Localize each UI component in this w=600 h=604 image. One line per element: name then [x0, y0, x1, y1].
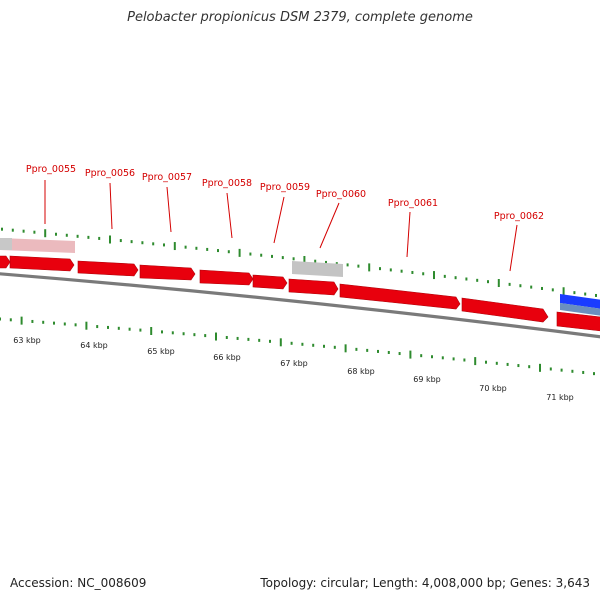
- gene-arrow-forward[interactable]: [556, 311, 600, 332]
- feature-grey-block: [292, 261, 343, 277]
- gene-label-leader: [109, 182, 113, 230]
- accession-text: Accession: NC_008609: [10, 576, 147, 590]
- gene-label[interactable]: Ppro_0055: [26, 164, 76, 175]
- gene-arrow-reverse[interactable]: [560, 303, 600, 317]
- genome-summary-text: Topology: circular; Length: 4,008,000 bp…: [260, 576, 590, 590]
- scale-label: 70 kbp: [479, 384, 507, 393]
- scale-label: 66 kbp: [213, 353, 241, 362]
- gene-label-leader: [406, 211, 411, 258]
- gene-label[interactable]: Ppro_0056: [85, 168, 135, 179]
- gene-label-leader: [273, 196, 285, 244]
- gene-label[interactable]: Ppro_0060: [316, 189, 366, 200]
- scale-label: 68 kbp: [347, 367, 375, 376]
- gene-label[interactable]: Ppro_0059: [260, 182, 310, 193]
- scale-label: 67 kbp: [280, 359, 308, 368]
- gene-label-leader: [509, 224, 518, 272]
- gene-label-leader: [226, 192, 233, 239]
- scale-label: 69 kbp: [413, 375, 441, 384]
- gene-label[interactable]: Ppro_0057: [142, 172, 192, 183]
- gene-arrow-forward[interactable]: [339, 283, 461, 310]
- genome-backbone: [0, 272, 600, 339]
- feature-pale-block: [0, 238, 75, 253]
- gene-arrow-forward[interactable]: [288, 278, 339, 296]
- scale-label: 65 kbp: [147, 347, 175, 356]
- gene-arrow-forward[interactable]: [461, 297, 549, 323]
- gene-label[interactable]: Ppro_0062: [494, 211, 544, 222]
- gene-label[interactable]: Ppro_0058: [202, 178, 252, 189]
- scale-label: 71 kbp: [546, 393, 574, 402]
- gene-arrow-forward[interactable]: [199, 269, 254, 286]
- gene-label[interactable]: Ppro_0061: [388, 198, 438, 209]
- gene-arrow-reverse[interactable]: [560, 294, 600, 310]
- gene-arrow-forward[interactable]: [139, 264, 196, 281]
- gene-label-leader: [319, 202, 340, 249]
- gene-arrow-forward[interactable]: [252, 274, 288, 290]
- feature-grey-block: [0, 238, 12, 250]
- scale-label: 64 kbp: [80, 341, 108, 350]
- gene-arrow-forward[interactable]: [0, 255, 11, 269]
- page-title: Pelobacter propionicus DSM 2379, complet…: [127, 10, 473, 25]
- gene-label-leader: [166, 186, 172, 233]
- gene-arrow-forward[interactable]: [77, 260, 139, 277]
- gene-arrow-forward[interactable]: [9, 255, 75, 272]
- scale-label: 63 kbp: [13, 336, 41, 345]
